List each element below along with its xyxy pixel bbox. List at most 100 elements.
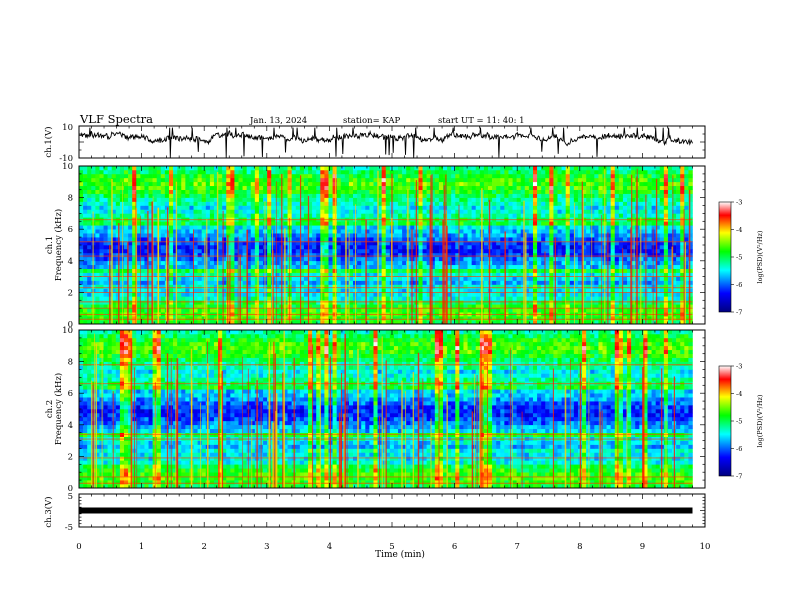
ch1-spectrogram-cell [353, 197, 358, 202]
ch1-spectrogram-cell [418, 209, 423, 214]
ch1-spectrogram-cell [430, 288, 436, 293]
ch1-spectrogram-cell [557, 296, 562, 301]
ch1-spectrogram-cell [508, 268, 513, 273]
ch1-spectrogram-cell [622, 276, 628, 281]
ch1-spectrogram-cell [402, 256, 407, 262]
ch1-spectrogram-cell [308, 237, 313, 242]
ch1-spectrogram-cell [590, 300, 595, 305]
ch1-spectrogram-cell [565, 233, 571, 238]
ch1-spectrogram-cell [218, 268, 223, 273]
ch1-spectrogram-cell [95, 237, 100, 242]
ch1-spectrogram-cell [688, 304, 693, 309]
ch1-spectrogram-cell [320, 252, 325, 258]
ch1-spectrogram-cell [455, 304, 460, 309]
ch1-spectrogram-cell [357, 288, 362, 293]
ch1-spectrogram-cell [553, 221, 558, 226]
ch1-spectrogram-cell [328, 237, 333, 242]
ch1-spectrogram-cell [226, 193, 231, 198]
ch1-spectrogram-cell [197, 268, 202, 273]
ch1-spectrogram-cell [173, 264, 178, 269]
ch1-spectrogram-cell [447, 316, 452, 321]
ch1-spectrogram-cell [631, 205, 636, 210]
ch1-spectrogram-cell [659, 229, 665, 234]
ch1-spectrogram-cell [168, 209, 174, 214]
ch1-spectrogram-cell [651, 201, 656, 206]
ch1-spectrogram-cell [393, 272, 399, 277]
ch1-spectrogram-cell [168, 193, 174, 198]
ch1-spectrogram-cell [123, 300, 129, 305]
ch1-spectrogram-cell [267, 308, 272, 313]
ch1-spectrogram-cell [275, 225, 280, 230]
ch1-spectrogram-cell [340, 229, 346, 234]
ch1-spectrogram-cell [545, 221, 550, 226]
ch1-spectrogram-cell [537, 201, 542, 206]
ch1-spectrogram-cell [361, 256, 366, 262]
ch1-spectrogram-cell [340, 201, 346, 206]
ch1-spectrogram-cell [189, 237, 194, 242]
ch1-spectrogram-cell [340, 252, 346, 258]
ch1-spectrogram-cell [168, 245, 174, 250]
ch1-spectrogram-cell [205, 248, 211, 254]
ch1-spectrogram-cell [553, 233, 558, 238]
ch1-spectrogram-cell [250, 296, 256, 301]
ch1-spectrogram-cell [655, 213, 661, 218]
ch1-spectrogram-cell [119, 288, 125, 293]
ch1-spectrogram-cell [373, 229, 378, 234]
ch1-spectrogram-cell [455, 264, 460, 269]
ch1-spectrogram-cell [258, 296, 264, 301]
ch1-spectrogram-cell [226, 304, 231, 309]
ch1-spectrogram-cell [545, 292, 550, 297]
ch1-spectrogram-cell [496, 233, 501, 238]
ch1-spectrogram-cell [667, 233, 673, 238]
ch1-spectrogram-cell [672, 256, 677, 262]
ch1-spectrogram-cell [324, 221, 329, 226]
ch1-spectrogram-cell [393, 197, 399, 202]
ch1-spectrogram-cell [79, 296, 84, 301]
ch1-spectrogram-cell [606, 256, 611, 262]
ch1-spectrogram-cell [492, 225, 497, 230]
ch1-spectrogram-cell [659, 245, 665, 250]
ch1-spectrogram-cell [647, 308, 652, 313]
ch1-spectrogram-cell [201, 233, 207, 238]
ch1-spectrogram-cell [508, 308, 513, 313]
ch1-spectrogram-cell [594, 245, 599, 250]
ch1-spectrogram-cell [647, 201, 652, 206]
ch1-spectrogram-cell [128, 292, 133, 297]
ch1-spectrogram-cell [606, 197, 611, 202]
ch1-spectrogram-cell [336, 284, 342, 289]
ch1-spectrogram-cell [467, 221, 472, 226]
ch1-spectrogram-cell [230, 276, 235, 281]
ch1-spectrogram-cell [569, 300, 575, 305]
ch1-spectrogram-cell [418, 300, 423, 305]
ch1-spectrogram-cell [242, 264, 247, 269]
ch1-spectrogram-cell [177, 256, 182, 262]
ch1-spectrogram-cell [148, 205, 153, 210]
ch1-spectrogram-cell [422, 237, 427, 242]
ch1-spectrogram-cell [103, 320, 108, 324]
ch1-spectrogram-cell [205, 276, 211, 281]
ch1-spectrogram-cell [111, 193, 117, 198]
ch1-spectrogram-cell [95, 221, 100, 226]
ch1-spectrogram-cell [492, 284, 497, 289]
ch1-spectrogram-cell [299, 233, 305, 238]
ch1-spectrogram-cell [222, 316, 227, 321]
ch1-spectrogram-cell [348, 205, 354, 210]
ch1-spectrogram-cell [680, 205, 685, 210]
ch1-spectrogram-cell [365, 225, 370, 230]
ch1-spectrogram-cell [369, 316, 374, 321]
ch1-spectrogram-cell [111, 245, 117, 250]
ch1-spectrogram-cell [455, 296, 460, 301]
ch1-spectrogram-cell [115, 272, 121, 277]
ch1-spectrogram-cell [569, 248, 575, 254]
ch1-spectrogram-cell [344, 221, 350, 226]
ch1-spectrogram-cell [254, 320, 260, 324]
ch1-spectrogram-cell [606, 272, 611, 277]
ch1-spectrogram-cell [271, 237, 276, 242]
ch1-spectrogram-cell [443, 264, 448, 269]
ch1-spectrogram-cell [173, 241, 178, 246]
ch1-spectrogram-cell [320, 256, 325, 262]
ch1-spectrogram-cell [663, 264, 669, 269]
ch1-spectrogram-cell [79, 268, 84, 273]
ch1-spectrogram-cell [365, 268, 370, 273]
ch1-spectrogram-cell [128, 264, 133, 269]
